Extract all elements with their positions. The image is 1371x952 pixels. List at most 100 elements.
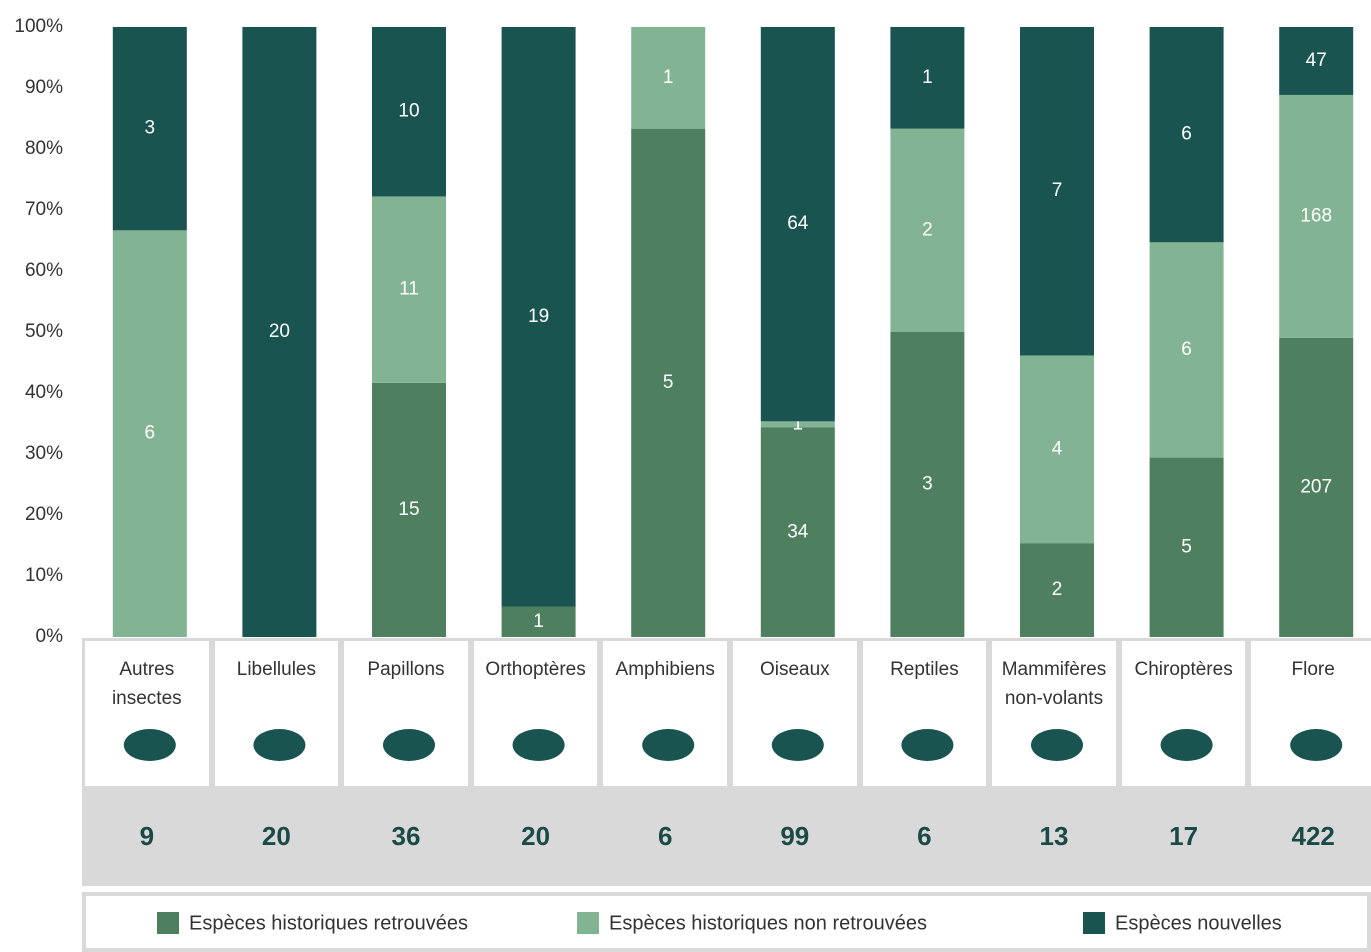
legend-swatch: [157, 912, 179, 934]
y-tick-label: 60%: [25, 260, 63, 281]
data-label: 1: [663, 67, 674, 88]
bar-segment: [760, 27, 835, 422]
data-label: 168: [1300, 205, 1332, 226]
category-label: Chiroptères: [1121, 641, 1246, 786]
data-label: 6: [145, 423, 156, 444]
category-icon: [512, 729, 565, 761]
y-tick-label: 20%: [25, 504, 63, 525]
legend-label: Espèces nouvelles: [1115, 912, 1282, 934]
category-label: Orthoptères: [473, 641, 598, 786]
category-icon: [642, 729, 695, 761]
data-label: 2: [922, 219, 933, 240]
data-label: 19: [528, 306, 549, 327]
category-icon: [383, 729, 435, 761]
total-label: 6: [862, 788, 987, 884]
total-label: 20: [214, 788, 339, 884]
category-icon: [1031, 729, 1083, 761]
bar-segment: [631, 27, 706, 129]
bar-segment: [1279, 94, 1354, 338]
bar-segment: [242, 27, 317, 637]
data-label: 1: [533, 611, 544, 632]
data-label: 15: [398, 499, 419, 520]
total-label: 36: [344, 788, 468, 884]
data-label: 10: [398, 101, 419, 122]
data-label: 6: [1181, 339, 1192, 360]
data-label: 64: [787, 213, 809, 234]
data-label: 34: [787, 521, 809, 542]
category-label: Oiseaux: [733, 641, 857, 786]
category-label: Reptiles: [862, 641, 987, 786]
total-label: 422: [1251, 788, 1371, 884]
bar-segment: [1149, 242, 1224, 458]
y-tick-label: 50%: [25, 321, 63, 342]
bar-segment: [501, 27, 576, 607]
category-label: Amphibiens: [603, 641, 727, 786]
y-tick-label: 30%: [25, 443, 63, 464]
y-tick-label: 70%: [25, 199, 63, 220]
bar-segment: [1279, 337, 1354, 637]
y-tick-label: 40%: [25, 382, 63, 403]
bar-segment: [890, 128, 965, 332]
legend-label: Espèces historiques retrouvées: [189, 912, 468, 934]
bar-segment: [1149, 27, 1224, 243]
bar-segment: [372, 382, 446, 637]
bar-segment: [372, 27, 446, 197]
category-label: Flore: [1251, 641, 1371, 786]
category-icon: [1160, 729, 1213, 761]
category-icon: [901, 729, 954, 761]
bar-segment: [890, 27, 965, 129]
bar-segment: [1149, 457, 1224, 637]
y-tick-label: 90%: [25, 77, 63, 98]
bar-segment: [1020, 355, 1094, 544]
data-label: 20: [269, 321, 290, 342]
data-label: 7: [1052, 180, 1063, 201]
total-label: 20: [473, 788, 598, 884]
legend-swatch: [1083, 912, 1105, 934]
bar-segment: [1279, 27, 1354, 95]
data-label: 5: [663, 372, 674, 393]
y-tick-label: 10%: [25, 565, 63, 586]
data-label: 2: [1052, 579, 1063, 600]
total-label: 9: [85, 788, 209, 884]
data-label: 207: [1300, 476, 1332, 497]
data-label: 5: [1181, 536, 1192, 557]
category-label: Autres insectes: [85, 641, 209, 786]
category-icon: [771, 729, 824, 761]
total-label: 6: [603, 788, 727, 884]
legend-swatch: [577, 912, 599, 934]
bar-segment: [501, 606, 576, 637]
y-tick-label: 80%: [25, 138, 63, 159]
category-label: Libellules: [214, 641, 339, 786]
bar-segment: [112, 230, 187, 638]
category-icon: [253, 729, 306, 761]
y-tick-label: 100%: [14, 16, 63, 37]
category-label: Papillons: [344, 641, 468, 786]
bar-segment: [1020, 27, 1094, 356]
bar-segment: [760, 421, 835, 428]
bar-segment: [631, 128, 706, 637]
category-icon: [123, 729, 176, 761]
y-tick-label: 0%: [36, 626, 64, 647]
data-label: 1: [793, 413, 804, 434]
bar-segment: [372, 196, 446, 383]
bar-segment: [890, 332, 965, 637]
total-label: 99: [733, 788, 857, 884]
data-label: 47: [1306, 50, 1327, 71]
data-label: 1: [922, 67, 933, 88]
category-icon: [1290, 729, 1343, 761]
total-label: 17: [1121, 788, 1246, 884]
bar-segment: [112, 27, 187, 231]
bar-segment: [1020, 543, 1094, 637]
category-label: Mammifères non-volants: [992, 641, 1116, 786]
data-label: 6: [1181, 124, 1192, 145]
data-label: 4: [1052, 438, 1063, 459]
total-label: 13: [992, 788, 1116, 884]
legend-label: Espèces historiques non retrouvées: [609, 912, 927, 934]
bar-segment: [760, 427, 835, 637]
category-table: Autres insectes 9 Libellules 20 Papillons 36 O…: [82, 638, 1371, 886]
data-label: 3: [145, 118, 156, 139]
data-label: 11: [399, 279, 419, 300]
data-label: 3: [922, 474, 933, 495]
